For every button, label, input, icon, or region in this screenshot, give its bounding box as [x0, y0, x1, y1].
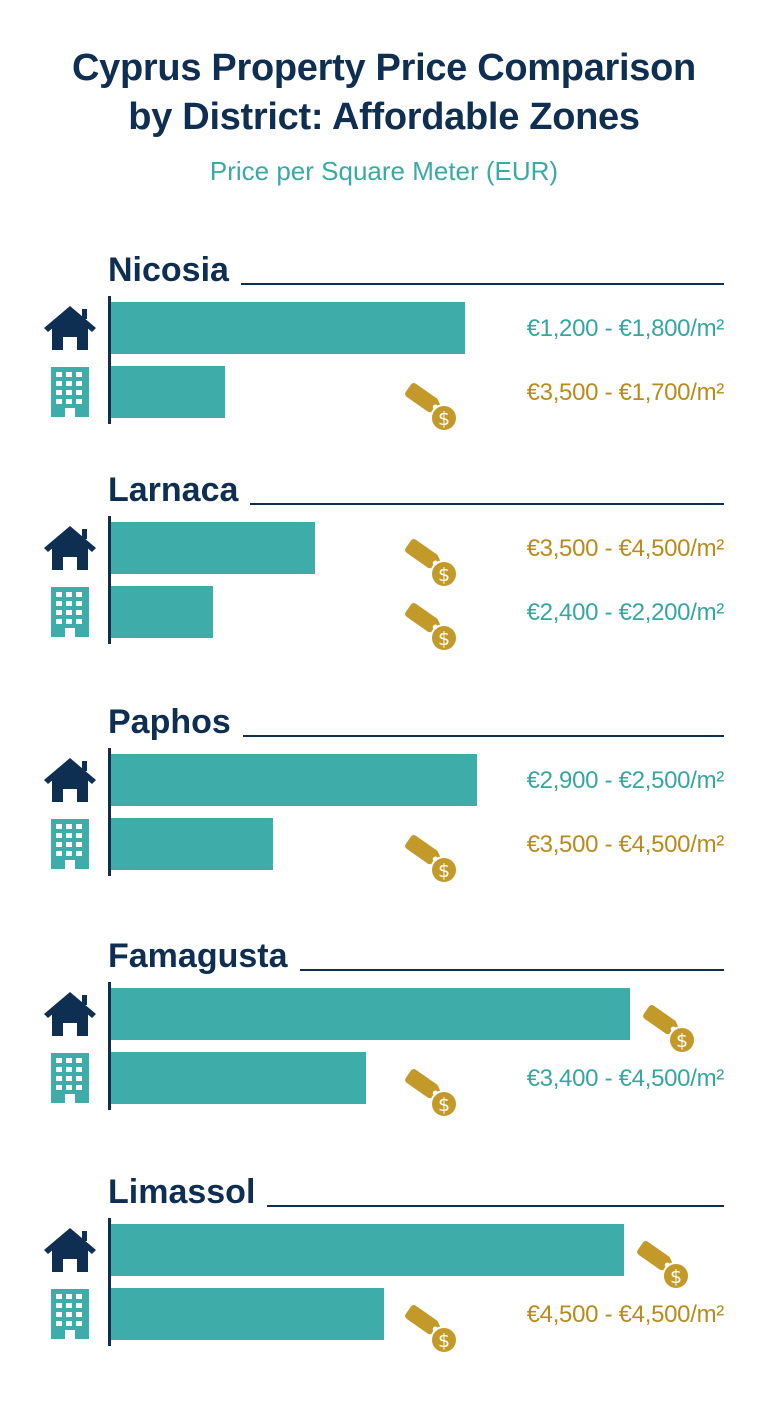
bar-axis-line: [108, 516, 111, 644]
price-tag-icon: $: [404, 1066, 464, 1122]
house-price-row: $: [0, 988, 768, 1054]
chart-title-line-1: Cyprus Property Price Comparison: [72, 47, 696, 89]
house-price-bar: [111, 302, 465, 354]
house-price-label: €3,500 - €4,500/m²: [526, 535, 725, 562]
svg-text:$: $: [670, 1266, 682, 1288]
chart-title-line-2: by District: Affordable Zones: [128, 96, 640, 138]
bar-axis-line: [108, 1218, 111, 1346]
house-price-row: $: [0, 1224, 768, 1290]
apartment-price-label: €3,500 - €4,500/m²: [526, 831, 725, 858]
district-group-limassol: Limassol $ $ €4,500 - €4,500/m²: [0, 1172, 768, 1372]
apartment-price-bar: [111, 366, 225, 418]
price-tag-icon: $: [642, 1002, 702, 1058]
apartment-price-bar: [111, 1288, 384, 1340]
district-header: Nicosia: [108, 250, 724, 290]
district-name: Nicosia: [108, 251, 229, 289]
price-tag-icon: $: [404, 536, 464, 592]
house-price-label: €1,200 - €1,800/m²: [526, 315, 725, 342]
apartment-price-row: $ €4,500 - €4,500/m²: [0, 1288, 768, 1354]
district-group-famagusta: Famagusta $ $ €3,400 - €4,500/m²: [0, 936, 768, 1136]
bar-axis-line: [108, 296, 111, 424]
apartment-price-bar: [111, 818, 273, 870]
district-divider: [250, 503, 724, 505]
house-price-label: €2,900 - €2,500/m²: [526, 767, 725, 794]
svg-text:$: $: [438, 1330, 450, 1352]
district-divider: [299, 969, 724, 971]
apartment-price-row: $ €2,400 - €2,200/m²: [0, 586, 768, 652]
house-price-bar: [111, 754, 477, 806]
house-price-row: €1,200 - €1,800/m²: [0, 302, 768, 354]
svg-text:$: $: [676, 1030, 688, 1052]
house-price-bar: [111, 1224, 624, 1276]
house-price-row: €2,900 - €2,500/m²: [0, 754, 768, 806]
svg-text:$: $: [438, 1094, 450, 1116]
apartment-building-icon: [42, 818, 98, 870]
district-name: Paphos: [108, 703, 231, 741]
house-icon: [42, 522, 98, 574]
svg-text:$: $: [438, 564, 450, 586]
bar-axis-line: [108, 748, 111, 876]
apartment-building-icon: [42, 1052, 98, 1104]
price-tag-icon: $: [636, 1238, 696, 1294]
district-header: Paphos: [108, 702, 724, 742]
apartment-price-bar: [111, 586, 213, 638]
apartment-building-icon: [42, 1288, 98, 1340]
house-icon: [42, 1224, 98, 1276]
svg-text:$: $: [438, 628, 450, 650]
district-name: Famagusta: [108, 937, 288, 975]
apartment-price-bar: [111, 1052, 366, 1104]
svg-text:$: $: [438, 860, 450, 882]
apartment-price-row: $ €3,500 - €4,500/m²: [0, 818, 768, 884]
apartment-building-icon: [42, 366, 98, 418]
district-header: Famagusta: [108, 936, 724, 976]
chart-subtitle: Price per Square Meter (EUR): [209, 156, 559, 186]
district-name: Limassol: [108, 1173, 256, 1211]
apartment-building-icon: [42, 586, 98, 638]
house-price-row: $ €3,500 - €4,500/m²: [0, 522, 768, 588]
svg-text:$: $: [438, 408, 450, 430]
district-divider: [242, 735, 724, 737]
house-icon: [42, 988, 98, 1040]
district-header: Larnaca: [108, 470, 724, 510]
apartment-price-label: €4,500 - €4,500/m²: [526, 1301, 725, 1328]
district-group-nicosia: Nicosia €1,200 - €1,800/m² $ €3,500 - €1,70…: [0, 250, 768, 450]
house-icon: [42, 302, 98, 354]
apartment-price-row: $ €3,500 - €1,700/m²: [0, 366, 768, 432]
bar-axis-line: [108, 982, 111, 1110]
district-header: Limassol: [108, 1172, 724, 1212]
district-group-larnaca: Larnaca $ €3,500 - €4,500/m² $ €2,400 - €2,2…: [0, 470, 768, 670]
district-group-paphos: Paphos €2,900 - €2,500/m² $ €3,500 - €4,500…: [0, 702, 768, 902]
house-icon: [42, 754, 98, 806]
district-divider: [267, 1205, 724, 1207]
apartment-price-row: $ €3,400 - €4,500/m²: [0, 1052, 768, 1118]
apartment-price-label: €3,500 - €1,700/m²: [526, 379, 725, 406]
house-price-bar: [111, 988, 630, 1040]
apartment-price-label: €2,400 - €2,200/m²: [526, 599, 725, 626]
apartment-price-label: €3,400 - €4,500/m²: [526, 1065, 725, 1092]
chart-title: Cyprus Property Price Comparison by Dist…: [0, 44, 768, 142]
price-tag-icon: $: [404, 380, 464, 436]
price-tag-icon: $: [404, 600, 464, 656]
price-tag-icon: $: [404, 1302, 464, 1358]
house-price-bar: [111, 522, 315, 574]
price-tag-icon: $: [404, 832, 464, 888]
district-divider: [240, 283, 724, 285]
district-name: Larnaca: [108, 471, 239, 509]
